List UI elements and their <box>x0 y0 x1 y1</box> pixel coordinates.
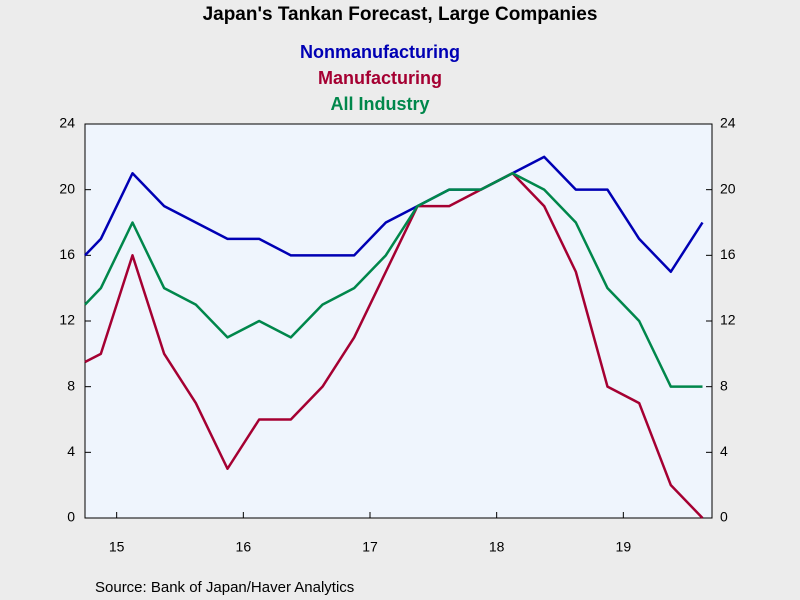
x-tick-label: 16 <box>236 539 252 555</box>
y-tick-label: 8 <box>67 377 75 393</box>
x-tick-label: 18 <box>489 539 505 555</box>
series-line <box>84 155 704 273</box>
series-line <box>84 172 704 519</box>
legend-entry: All Industry <box>330 94 429 114</box>
y-tick-label: 16 <box>59 246 75 262</box>
chart-title: Japan's Tankan Forecast, Large Companies <box>203 4 598 25</box>
x-tick-label: 19 <box>616 539 632 555</box>
y2-tick-label: 8 <box>720 377 728 393</box>
legend-entry: Nonmanufacturing <box>300 42 460 62</box>
y2-tick-label: 0 <box>720 509 728 525</box>
y-tick-label: 4 <box>67 443 75 459</box>
y-tick-label: 20 <box>59 180 75 196</box>
source: Source: Bank of Japan/Haver Analytics <box>95 579 354 596</box>
y2-tick-label: 12 <box>720 312 736 328</box>
legend-entry: Manufacturing <box>318 68 442 88</box>
y2-tick-label: 16 <box>720 246 736 262</box>
y2-tick-label: 24 <box>720 115 736 131</box>
y-tick-label: 0 <box>67 509 75 525</box>
y2-tick-label: 4 <box>720 443 728 459</box>
series-line <box>84 172 703 388</box>
plot-area <box>84 123 713 519</box>
y-tick-label: 12 <box>59 312 75 328</box>
y2-tick-label: 20 <box>720 180 736 196</box>
y-tick-label: 24 <box>59 115 75 131</box>
x-tick-label: 15 <box>109 539 125 555</box>
x-tick-label: 17 <box>362 539 378 555</box>
